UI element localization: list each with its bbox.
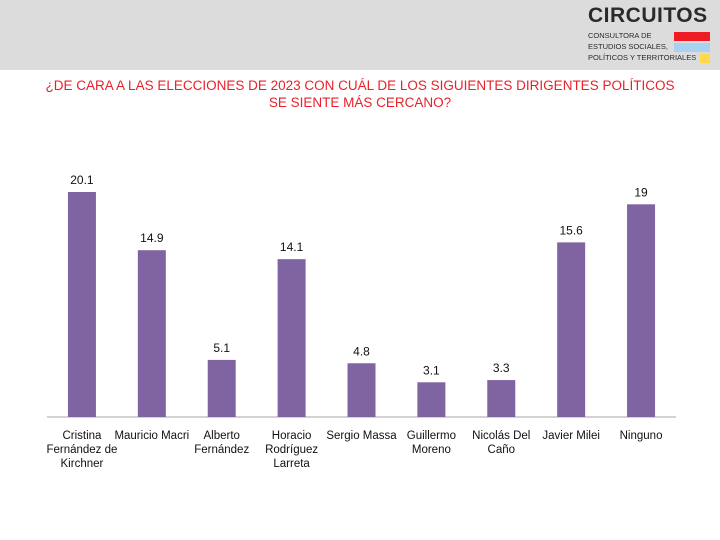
category-label: Ninguno [619, 430, 663, 442]
category-label: Cristina Fernández de Kirchner [46, 430, 118, 470]
chart-title-line-2: SE SIENTE MÁS CERCANO? [268, 95, 452, 110]
logo-line-3: POLÍTICOS Y TERRITORIALES [588, 53, 697, 62]
category-label: Mauricio Macri [114, 430, 190, 442]
logo-line-2: ESTUDIOS SOCIALES, [588, 42, 669, 51]
bar [67, 192, 96, 417]
bar [487, 380, 516, 417]
logo-stripe-red [674, 32, 710, 41]
bar [627, 204, 656, 417]
data-label: 3.1 [423, 363, 440, 377]
data-label: 14.1 [280, 240, 304, 254]
bar [277, 259, 306, 417]
data-label: 15.6 [559, 223, 583, 237]
logo-title: CIRCUITOS [588, 4, 708, 27]
category-label: Guillermo Moreno [406, 430, 456, 456]
data-label: 5.1 [213, 341, 230, 355]
category-label: Horacio Rodríguez Larreta [265, 430, 319, 470]
category-label: Alberto Fernández [194, 430, 250, 456]
category-label: Nicolás Del Caño [472, 430, 531, 456]
category-label: Sergio Massa [326, 430, 397, 442]
logo-stripe-blue [674, 43, 710, 52]
chart-title: ¿DE CARA A LAS ELECCIONES DE 2023 CON CU… [40, 77, 680, 111]
data-label: 20.1 [70, 173, 94, 187]
bar [137, 250, 166, 417]
header-band [0, 0, 720, 70]
bar [207, 359, 236, 417]
data-label: 4.8 [353, 344, 370, 358]
logo-stripe-yellow [700, 54, 710, 63]
bar [417, 382, 446, 417]
category-label: Javier Milei [542, 430, 600, 442]
chart-title-line-1: ¿DE CARA A LAS ELECCIONES DE 2023 CON CU… [45, 78, 675, 93]
bar [557, 242, 586, 417]
logo-line-1: CONSULTORA DE [588, 31, 652, 40]
data-label: 3.3 [493, 361, 510, 375]
circuitos-logo: CIRCUITOS CONSULTORA DE ESTUDIOS SOCIALE… [588, 4, 716, 66]
data-label: 19 [634, 185, 648, 199]
bar [347, 363, 376, 417]
data-label: 14.9 [140, 231, 164, 245]
